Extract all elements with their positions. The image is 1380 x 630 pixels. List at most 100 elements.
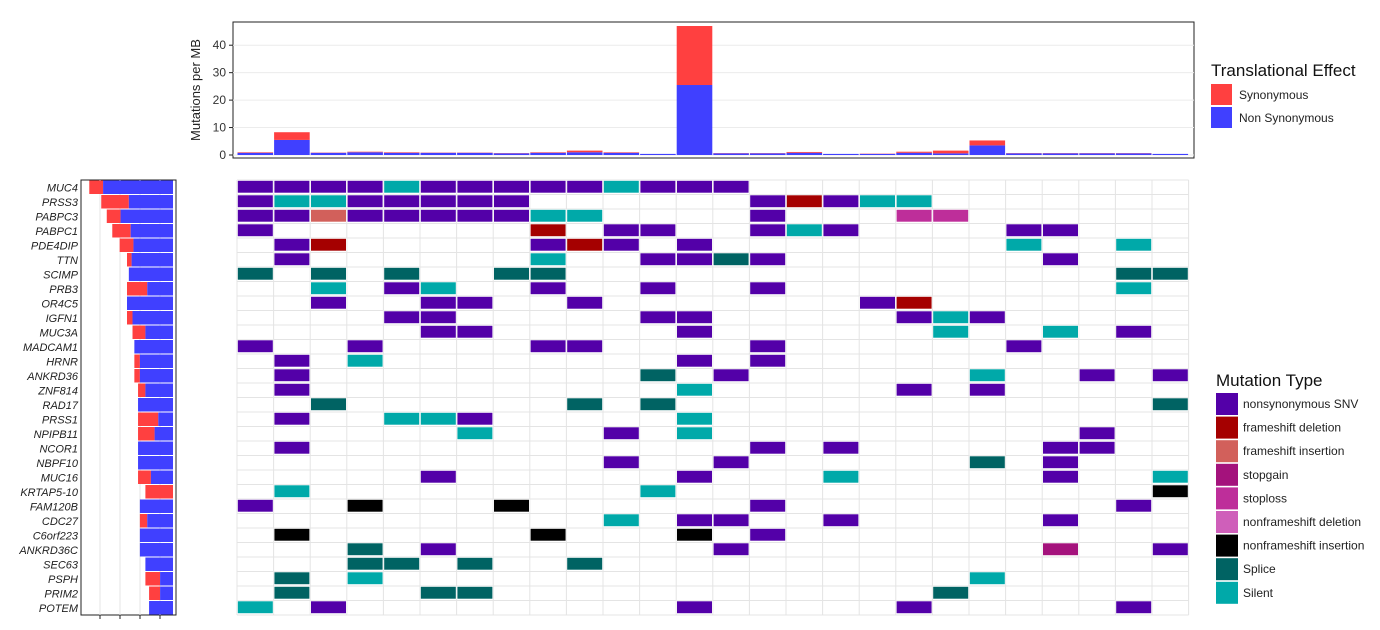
top-bar-synonymous [896, 151, 932, 153]
gene-label: NPIPB11 [34, 429, 78, 441]
left-bar-nonsynonymous [149, 601, 173, 615]
mutation-cell [237, 499, 274, 513]
mutation-cell [676, 238, 713, 252]
mutation-cell [639, 310, 676, 324]
mutation-legend-swatch [1216, 416, 1238, 439]
mutation-cell [749, 209, 786, 223]
mutation-cell [346, 339, 384, 353]
mutation-cell [310, 209, 347, 223]
mutation-cell [676, 528, 713, 542]
mutation-cell [566, 339, 603, 353]
left-bar-nonsynonymous [138, 398, 173, 412]
mutation-cell [822, 513, 859, 527]
mutation-legend-swatch [1216, 393, 1238, 415]
top-bar-synonymous [237, 152, 274, 153]
mutation-cell [1005, 339, 1042, 353]
mutation-cell [529, 209, 567, 223]
left-bar-nonsynonymous [139, 499, 173, 513]
mutation-cell [859, 194, 896, 208]
mutation-cell [529, 180, 567, 194]
mutation-legend-label: stoploss [1243, 491, 1287, 505]
left-bar-nonsynonymous [139, 354, 173, 368]
gene-label: IGFN1 [46, 313, 78, 325]
mutation-cell [676, 412, 713, 426]
mutation-cell [1079, 441, 1116, 455]
mutation-cell [493, 499, 530, 513]
mutation-cell [895, 209, 933, 223]
left-bar-synonymous [134, 369, 140, 383]
left-bar-nonsynonymous [147, 282, 173, 296]
mutation-cell [273, 412, 311, 426]
mutation-cell [420, 310, 457, 324]
mutation-cell [273, 194, 311, 208]
mutation-cell [566, 238, 603, 252]
mutation-cell [529, 528, 567, 542]
gene-label: CDC27 [42, 516, 79, 528]
mutation-cell [749, 252, 786, 266]
mutation-cell [895, 600, 933, 614]
mutation-cell [712, 180, 750, 194]
mutation-cell [822, 470, 859, 484]
left-bar-nonsynonymous [150, 470, 173, 484]
mutation-cell [749, 223, 786, 237]
gene-label: PRB3 [49, 284, 79, 296]
gene-label: RAD17 [43, 400, 79, 412]
mutation-cell [639, 484, 676, 498]
left-bar-synonymous [127, 282, 148, 296]
mutation-cell [1042, 470, 1079, 484]
mutation-legend-swatch [1216, 463, 1238, 486]
left-bar-synonymous [139, 514, 148, 528]
mutation-cell [420, 281, 457, 295]
mutation-cell [676, 513, 713, 527]
gene-label: FAM120B [30, 501, 78, 513]
mutation-legend-swatch [1216, 487, 1238, 510]
mutation-cell [529, 339, 567, 353]
top-bar-nonsynonymous [347, 152, 383, 155]
left-bar-synonymous [138, 470, 151, 484]
mutation-cell [603, 426, 640, 440]
gene-label: ANKRD36 [26, 371, 79, 383]
left-bar-synonymous [101, 195, 129, 209]
gene-label: PABPC3 [35, 211, 78, 223]
mutation-cell [493, 267, 530, 281]
effect-legend-label: Non Synonymous [1239, 111, 1334, 125]
top-bar-nonsynonymous [896, 152, 932, 155]
mutation-type-title: Mutation Type [1216, 371, 1322, 390]
mutation-cell [346, 557, 384, 571]
mutation-cell [932, 325, 969, 339]
mutation-cell [1152, 267, 1189, 281]
mutation-cell [676, 470, 713, 484]
mutation-cell [456, 586, 494, 600]
mutation-cell [420, 412, 457, 426]
mutation-cell [932, 209, 969, 223]
mutation-cell [1042, 542, 1079, 556]
left-bar-nonsynonymous [103, 180, 173, 194]
left-bar-nonsynonymous [130, 224, 173, 238]
top-bar-synonymous [383, 152, 420, 153]
left-bar-synonymous [138, 427, 155, 441]
mutation-legend-label: nonframeshift insertion [1243, 539, 1364, 553]
mutation-cell [420, 209, 457, 223]
mutation-cell [1152, 368, 1189, 382]
mutation-cell [749, 194, 786, 208]
mutation-cell [456, 325, 494, 339]
mutation-cell [749, 281, 786, 295]
left-bar-nonsynonymous [132, 311, 173, 325]
mutation-cell [310, 180, 347, 194]
mutation-cell [456, 426, 494, 440]
top-bar-synonymous [786, 151, 823, 153]
top-bar-nonsynonymous [1079, 153, 1115, 155]
mutation-cell [456, 180, 494, 194]
mutation-cell [1042, 441, 1079, 455]
mutation-cell [1115, 499, 1152, 513]
mutation-cell [456, 194, 494, 208]
mutation-cell [676, 354, 713, 368]
mutation-cell [346, 542, 384, 556]
left-bar-synonymous [134, 354, 140, 368]
top-bar-nonsynonymous [420, 152, 457, 155]
top-bar-nonsynonymous [1115, 153, 1152, 155]
mutation-cell [639, 180, 676, 194]
left-bar-nonsynonymous [127, 296, 173, 310]
mutation-cell [420, 180, 457, 194]
mutation-cell [1115, 600, 1152, 614]
